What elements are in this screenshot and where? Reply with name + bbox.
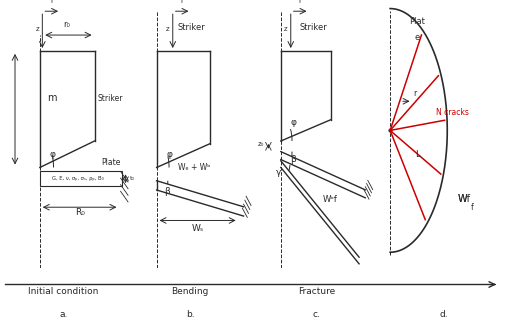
Text: a.: a. xyxy=(59,310,67,319)
Text: t₀: t₀ xyxy=(129,176,134,181)
Text: Initial condition: Initial condition xyxy=(28,287,98,296)
Text: Striker: Striker xyxy=(98,94,123,103)
Text: Wᵇf: Wᵇf xyxy=(323,195,338,204)
Text: f: f xyxy=(470,203,474,212)
Text: r: r xyxy=(180,0,184,4)
Text: β: β xyxy=(291,155,296,164)
Text: Striker: Striker xyxy=(177,23,205,32)
Bar xyxy=(40,171,122,186)
Text: Striker: Striker xyxy=(299,23,327,32)
Text: Bending: Bending xyxy=(171,287,209,296)
Text: r: r xyxy=(413,89,417,98)
Text: φ: φ xyxy=(290,118,296,127)
Text: e: e xyxy=(415,33,420,43)
Text: Fracture: Fracture xyxy=(298,287,336,296)
Text: r₀: r₀ xyxy=(64,20,70,29)
Text: N cracks: N cracks xyxy=(436,108,468,116)
Text: c.: c. xyxy=(313,310,321,319)
Text: b.: b. xyxy=(186,310,195,319)
Text: z₀: z₀ xyxy=(258,141,264,147)
Text: φ: φ xyxy=(166,150,172,159)
Text: Wf: Wf xyxy=(458,194,471,204)
Text: z: z xyxy=(35,26,39,32)
Text: R₀: R₀ xyxy=(75,208,85,217)
Text: Plate: Plate xyxy=(101,158,120,167)
Text: z: z xyxy=(284,26,287,32)
Text: Wₑ + Wᵇ: Wₑ + Wᵇ xyxy=(177,163,210,172)
Text: Wₛ: Wₛ xyxy=(192,224,204,233)
Text: β: β xyxy=(164,187,169,196)
Text: L: L xyxy=(415,150,420,159)
Text: z: z xyxy=(166,26,170,32)
Text: φ: φ xyxy=(49,150,55,159)
Text: G, E, ν, σₚ, σₛ, ρₚ, B₀: G, E, ν, σₚ, σₛ, ρₚ, B₀ xyxy=(53,176,104,181)
Text: r: r xyxy=(50,0,53,4)
Text: W: W xyxy=(457,194,467,204)
Text: m: m xyxy=(48,93,57,103)
Text: d.: d. xyxy=(439,310,448,319)
Text: r: r xyxy=(299,0,302,4)
Text: Plat: Plat xyxy=(410,17,425,26)
Text: γ: γ xyxy=(276,168,281,178)
